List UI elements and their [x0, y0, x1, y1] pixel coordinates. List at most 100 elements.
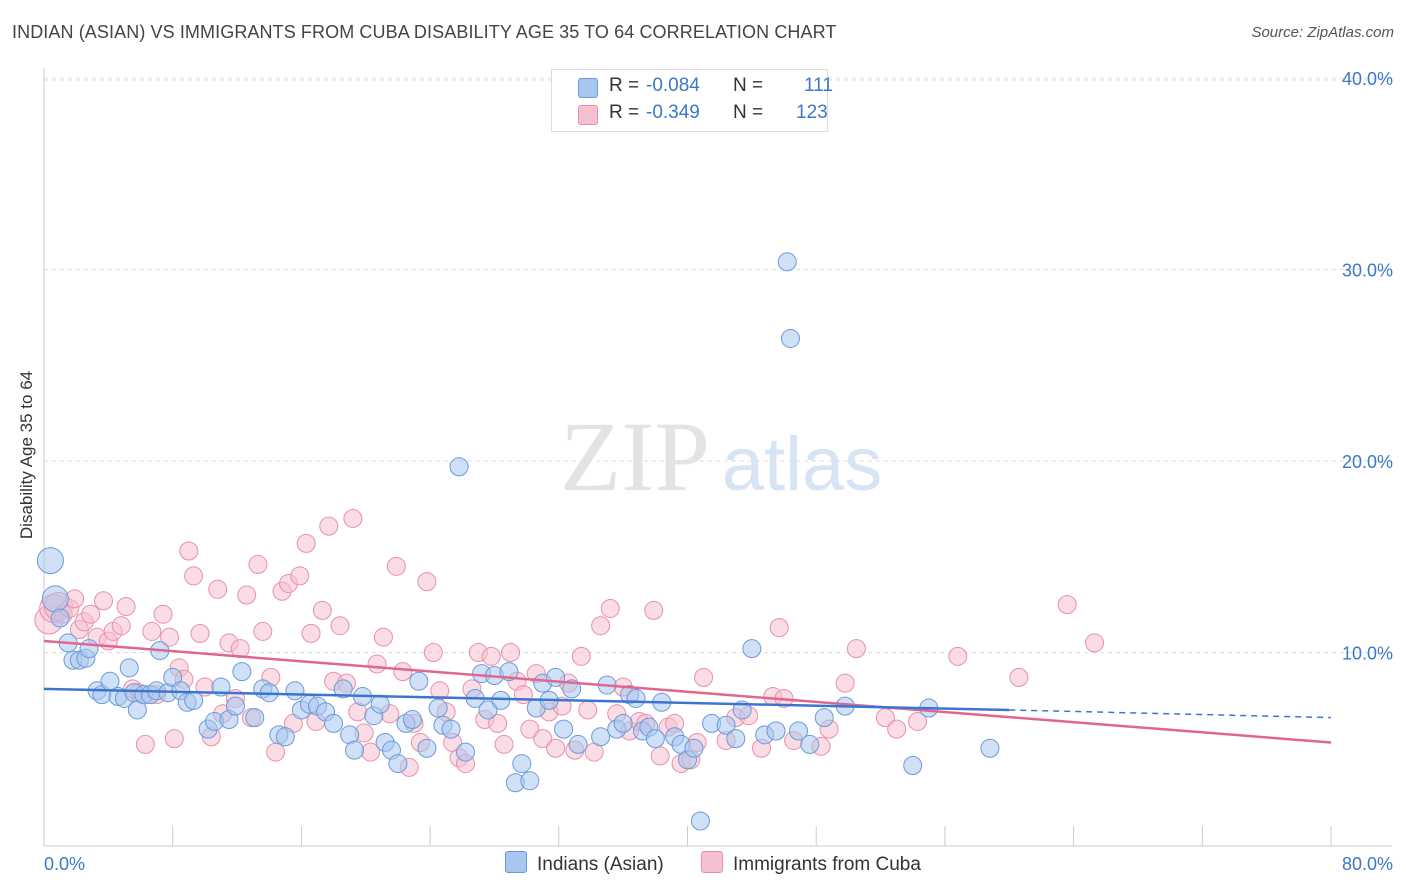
cuba-point — [846, 639, 866, 659]
cuba-point — [948, 646, 968, 666]
x-tick-label-max: 80.0% — [1342, 854, 1393, 874]
indians-point — [554, 719, 574, 739]
indians-point — [684, 738, 704, 758]
legend-n-value: 111 — [804, 75, 833, 96]
cuba-point — [546, 738, 566, 758]
cuba-point — [513, 685, 533, 705]
indians-trend-line — [43, 687, 1010, 712]
indians-point — [449, 457, 469, 477]
cuba-point — [600, 598, 620, 618]
axes — [43, 68, 1392, 847]
indians-trend-extension — [1009, 709, 1332, 719]
cuba-point — [153, 604, 173, 624]
legend-n-label: N = — [733, 102, 764, 123]
cuba-point — [481, 646, 501, 666]
cuba-point — [520, 719, 540, 739]
cuba-point — [135, 734, 155, 754]
correlation-legend: R = -0.084 N = 111 R = -0.349 N = 123 — [551, 69, 833, 132]
watermark-zip: ZIP — [560, 401, 710, 512]
indians-point — [41, 585, 69, 613]
cuba-point — [650, 746, 670, 766]
indians-point — [520, 771, 540, 791]
cuba-point — [644, 600, 664, 620]
indians-point — [980, 738, 1000, 758]
legend-r-value: -0.084 — [646, 75, 700, 96]
bottom-legend-swatch-indians — [505, 851, 527, 873]
cuba-point — [694, 667, 714, 687]
cuba-point — [184, 566, 204, 586]
cuba-point — [312, 600, 332, 620]
cuba-point — [179, 541, 199, 561]
indians-point — [275, 727, 295, 747]
cuba-point — [386, 556, 406, 576]
cuba-point — [208, 579, 228, 599]
indians-point — [50, 608, 70, 628]
legend-swatch-indians — [578, 78, 598, 98]
cuba-point — [494, 734, 514, 754]
indians-point — [388, 754, 408, 774]
bottom-legend-swatch-cuba — [701, 851, 723, 873]
series-indians-points — [36, 252, 1000, 831]
cuba-trend-line — [43, 639, 1332, 744]
cuba-point — [835, 673, 855, 693]
tick-labels: 10.0% 20.0% 30.0% 40.0% 0.0% 80.0% — [44, 69, 1393, 874]
indians-point — [568, 734, 588, 754]
cuba-point — [1009, 667, 1029, 687]
cuba-point — [1085, 633, 1105, 653]
cuba-point — [501, 643, 521, 662]
cuba-point — [237, 585, 257, 605]
cuba-point — [571, 646, 591, 666]
indians-point — [716, 715, 736, 735]
cuba-point — [116, 597, 136, 617]
indians-point — [742, 639, 762, 659]
indians-point — [370, 694, 390, 714]
indians-point — [344, 740, 364, 760]
legend-n-value: 123 — [796, 102, 828, 123]
cuba-point — [367, 654, 387, 674]
cuba-point — [111, 616, 131, 636]
y-axis-label: Disability Age 35 to 64 — [17, 370, 36, 540]
indians-point — [780, 328, 800, 348]
indians-point — [613, 713, 633, 733]
cuba-point — [301, 623, 321, 643]
watermark: ZIP atlas — [560, 401, 882, 512]
indians-point — [184, 690, 204, 710]
y-tick-label: 40.0% — [1342, 69, 1393, 89]
x-tick-label-min: 0.0% — [44, 854, 85, 874]
cuba-point — [591, 616, 611, 636]
cuba-point — [330, 616, 350, 636]
cuba-point — [266, 742, 286, 762]
cuba-point — [769, 618, 789, 638]
indians-point — [645, 729, 665, 749]
indians-point — [491, 690, 511, 710]
cuba-point — [94, 591, 114, 611]
bottom-legend-label-indians: Indians (Asian) — [537, 854, 664, 875]
y-tick-label: 30.0% — [1342, 261, 1393, 281]
indians-point — [245, 708, 265, 728]
cuba-point — [159, 627, 179, 647]
indians-point — [546, 667, 566, 687]
source-label: Source: ZipAtlas.com — [1251, 24, 1394, 41]
legend-swatch-cuba — [578, 105, 598, 125]
indians-point — [79, 639, 99, 659]
indians-point — [626, 688, 646, 708]
cuba-point — [319, 516, 339, 536]
cuba-point — [393, 662, 413, 682]
indians-point — [777, 252, 797, 272]
indians-point — [402, 710, 422, 730]
cuba-point — [290, 566, 310, 586]
indians-point — [478, 700, 498, 720]
indians-point — [232, 662, 252, 682]
cuba-point — [908, 711, 928, 731]
cuba-point — [142, 621, 162, 641]
y-tick-label: 10.0% — [1342, 644, 1393, 664]
indians-point — [800, 734, 820, 754]
cuba-point — [533, 729, 553, 749]
indians-point — [903, 755, 923, 775]
chart-title: INDIAN (ASIAN) VS IMMIGRANTS FROM CUBA D… — [12, 22, 837, 42]
indians-point — [562, 679, 582, 699]
cuba-point — [578, 700, 598, 720]
indians-point — [409, 671, 429, 691]
legend-n-label: N = — [733, 75, 764, 96]
